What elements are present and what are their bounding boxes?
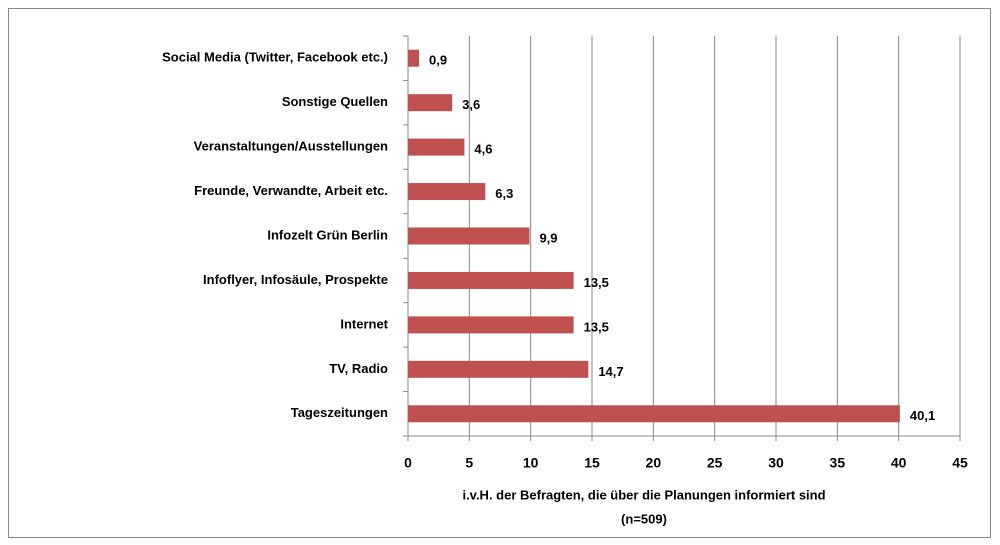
x-tick-label: 15: [584, 455, 600, 471]
value-label: 13,5: [584, 275, 609, 290]
value-label: 14,7: [598, 364, 623, 379]
bar: [408, 183, 486, 201]
y-tick-label: TV, Radio: [329, 361, 388, 376]
bar: [408, 227, 530, 245]
value-label: 9,9: [539, 230, 557, 245]
x-tick-label: 45: [952, 455, 968, 471]
y-tick-label: Freunde, Verwandte, Arbeit etc.: [194, 183, 388, 198]
y-tick-label: Veranstaltungen/Ausstellungen: [194, 139, 388, 154]
bar: [408, 138, 465, 156]
bar: [408, 94, 453, 112]
x-tick-label: 0: [404, 455, 412, 471]
x-axis-label: i.v.H. der Befragten, die über die Planu…: [462, 487, 825, 502]
x-tick-label: 25: [707, 455, 723, 471]
x-tick-label: 35: [830, 455, 846, 471]
x-tick-label: 5: [465, 455, 473, 471]
x-tick-label: 10: [523, 455, 539, 471]
y-tick-label: Social Media (Twitter, Facebook etc.): [162, 50, 388, 65]
y-tick-label: Sonstige Quellen: [282, 94, 388, 109]
y-tick-label: Infozelt Grün Berlin: [267, 227, 388, 242]
value-label: 6,3: [495, 186, 513, 201]
value-label: 0,9: [429, 53, 447, 68]
bar: [408, 360, 589, 378]
x-tick-label: 30: [768, 455, 784, 471]
bar: [408, 316, 574, 334]
bar: [408, 271, 574, 289]
value-label: 4,6: [474, 142, 492, 157]
bar: [408, 49, 420, 67]
bar: [408, 405, 900, 423]
y-tick-label: Internet: [340, 316, 388, 331]
x-tick-label: 40: [891, 455, 907, 471]
y-tick-label: Infoflyer, Infosäule, Prospekte: [203, 272, 388, 287]
x-tick-label: 20: [646, 455, 662, 471]
value-label: 3,6: [462, 97, 480, 112]
value-label: 13,5: [584, 319, 609, 334]
value-label: 40,1: [910, 408, 935, 423]
y-tick-label: Tageszeitungen: [291, 405, 388, 420]
x-axis-label: (n=509): [621, 511, 667, 526]
